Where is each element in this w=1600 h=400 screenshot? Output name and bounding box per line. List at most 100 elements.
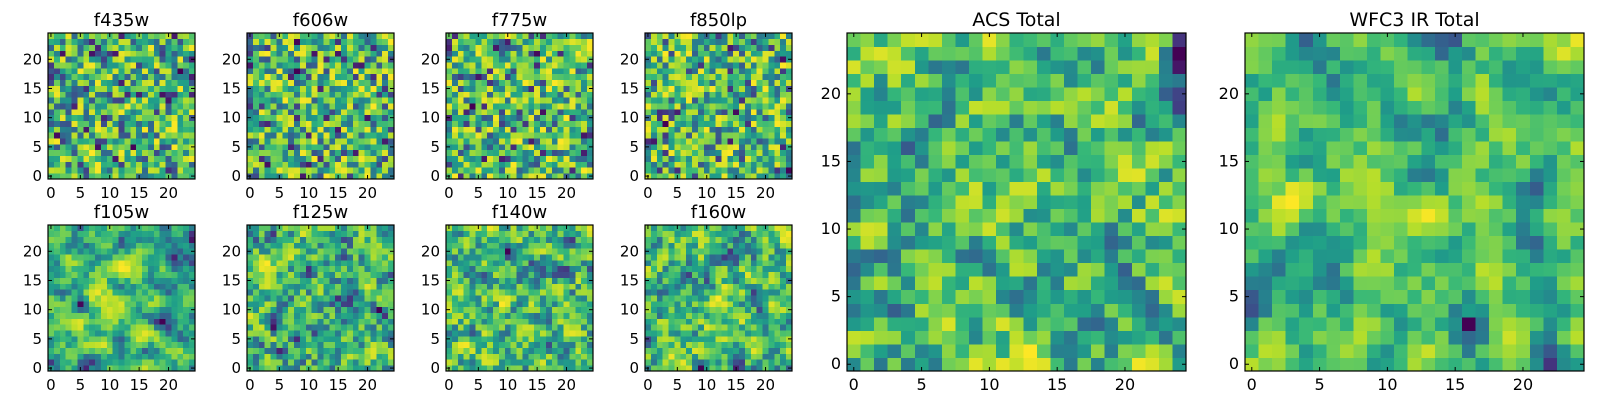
- heatmap-cell: [516, 33, 523, 40]
- heatmap-cell: [341, 138, 348, 145]
- heatmap-cell: [510, 44, 517, 51]
- heatmap-cell: [457, 50, 464, 57]
- heatmap-cell: [1339, 222, 1354, 237]
- heatmap-cell: [252, 91, 260, 98]
- heatmap-cell: [264, 365, 271, 372]
- heatmap-cell: [1339, 114, 1354, 128]
- heatmap-cell: [270, 114, 277, 121]
- heatmap-cell: [575, 44, 582, 51]
- heatmap-cell: [77, 335, 84, 343]
- heatmap-cell: [1448, 249, 1463, 264]
- heatmap-cell: [1339, 357, 1354, 372]
- heatmap-cell: [77, 155, 84, 162]
- heatmap-cell: [48, 236, 55, 243]
- heatmap-cell: [446, 97, 453, 104]
- heatmap-cell: [1434, 195, 1449, 210]
- heatmap-cell: [370, 85, 377, 92]
- heatmap-cell: [159, 173, 166, 180]
- heatmap-cell: [996, 303, 1011, 318]
- heatmap-cell: [270, 138, 277, 145]
- heatmap-cell: [282, 114, 289, 121]
- heatmap-cell: [153, 271, 161, 278]
- heatmap-cell: [650, 68, 658, 75]
- heatmap-cell: [1353, 154, 1368, 169]
- heatmap-cell: [887, 181, 902, 196]
- heatmap-cell: [575, 79, 582, 86]
- heatmap-cell: [493, 62, 500, 69]
- heatmap-cell: [645, 155, 652, 162]
- heatmap-cell: [1461, 73, 1476, 88]
- heatmap-cell: [901, 330, 916, 345]
- heatmap-cell: [77, 108, 84, 116]
- heatmap-cell: [77, 271, 84, 278]
- heatmap-cell: [142, 271, 149, 278]
- heatmap-cell: [247, 300, 254, 308]
- heatmap-cell: [1131, 289, 1146, 304]
- heatmap-cell: [142, 347, 149, 354]
- heatmap-cell: [124, 155, 131, 162]
- heatmap-cell: [299, 289, 307, 296]
- heatmap-cell: [124, 324, 131, 331]
- heatmap-cell: [1063, 303, 1078, 318]
- heatmap-cell: [969, 46, 983, 61]
- heatmap-cell: [645, 50, 652, 57]
- heatmap-cell: [703, 50, 711, 57]
- heatmap-cell: [557, 138, 564, 145]
- heatmap-cell: [264, 335, 271, 343]
- y-tick-label: 5: [231, 138, 241, 156]
- heatmap-cell: [77, 353, 84, 360]
- heatmap-cell: [294, 73, 301, 81]
- heatmap-cell: [1516, 73, 1531, 88]
- heatmap-cell: [1407, 127, 1422, 142]
- heatmap-cell: [557, 149, 564, 156]
- heatmap-cell: [1570, 141, 1585, 156]
- heatmap-cell: [469, 56, 476, 63]
- heatmap-cell: [83, 103, 90, 110]
- heatmap-cell: [1489, 33, 1503, 47]
- heatmap-cell: [258, 79, 265, 86]
- heatmap-cell: [756, 161, 763, 168]
- heatmap-cell: [703, 56, 711, 63]
- heatmap-cell: [1475, 316, 1490, 331]
- heatmap-cell: [1461, 87, 1476, 101]
- heatmap-cell: [1516, 276, 1531, 291]
- heatmap-cell: [159, 167, 166, 174]
- heatmap-cell: [668, 91, 675, 98]
- heatmap-cell: [270, 143, 277, 151]
- heatmap-cell: [1407, 60, 1422, 74]
- heatmap-cell: [288, 126, 295, 133]
- heatmap-cell: [329, 79, 336, 86]
- heatmap-cell: [258, 73, 265, 81]
- heatmap-cell: [780, 50, 787, 57]
- heatmap-cell: [487, 33, 494, 40]
- heatmap-cell: [697, 56, 705, 63]
- heatmap-cell: [89, 173, 96, 180]
- heatmap-cell: [941, 262, 956, 277]
- heatmap-cell: [100, 330, 108, 337]
- heatmap-cell: [545, 173, 553, 180]
- heatmap-cell: [1036, 303, 1051, 318]
- heatmap-cell: [1421, 100, 1436, 115]
- heatmap-cell: [171, 68, 178, 75]
- heatmap-cell: [48, 73, 55, 81]
- heatmap-cell: [1516, 46, 1531, 61]
- heatmap-cell: [557, 103, 564, 110]
- heatmap-cell: [48, 120, 55, 127]
- heatmap-cell: [955, 100, 970, 115]
- heatmap-cell: [352, 108, 360, 116]
- heatmap-cell: [1245, 73, 1259, 88]
- heatmap-cell: [83, 254, 90, 261]
- heatmap-cell: [65, 114, 72, 121]
- heatmap-cell: [95, 149, 102, 156]
- heatmap-cell: [299, 365, 307, 372]
- heatmap-cell: [1172, 276, 1187, 291]
- heatmap-cell: [534, 79, 541, 86]
- heatmap-cell: [59, 265, 66, 273]
- heatmap-cell: [53, 114, 61, 121]
- heatmap-cell: [59, 143, 66, 151]
- heatmap-cell: [928, 141, 943, 156]
- heatmap-cell: [1448, 357, 1463, 372]
- heatmap-cell: [124, 132, 131, 139]
- heatmap-cell: [1158, 141, 1173, 156]
- heatmap-cell: [1353, 357, 1368, 372]
